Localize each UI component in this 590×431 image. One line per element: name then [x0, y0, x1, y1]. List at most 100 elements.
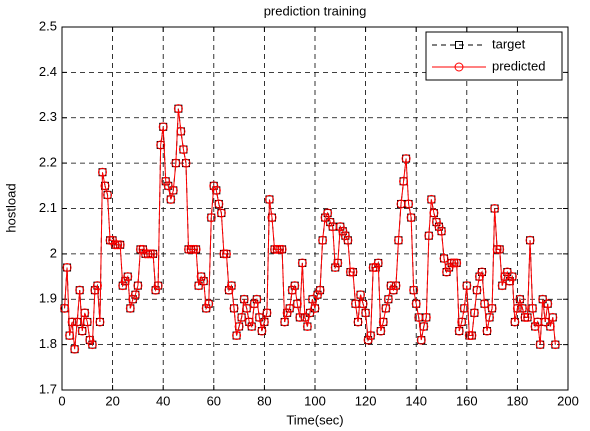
data-point [148, 249, 158, 259]
data-point [247, 321, 257, 331]
data-point [399, 176, 409, 186]
data-point [485, 312, 495, 322]
data-point [302, 321, 312, 331]
data-point [262, 308, 272, 318]
data-point [87, 340, 97, 350]
x-tick-label: 200 [557, 393, 579, 408]
data-point [204, 299, 214, 309]
data-point [543, 299, 553, 309]
data-point [490, 204, 500, 213]
data-point [517, 303, 527, 313]
data-point [163, 181, 173, 191]
data-point [90, 285, 100, 295]
data-point [171, 158, 181, 168]
data-point [307, 294, 317, 304]
data-point [545, 321, 555, 331]
data-point [421, 312, 431, 322]
data-point [462, 281, 472, 291]
data-point [401, 154, 411, 164]
data-point [67, 317, 77, 327]
x-tick-label: 60 [207, 393, 221, 408]
y-axis-label: hostload [3, 183, 18, 232]
data-point [353, 317, 363, 327]
x-tick-label: 0 [58, 393, 65, 408]
data-point [153, 281, 163, 291]
data-point [325, 217, 335, 227]
data-point [178, 145, 188, 155]
data-point [173, 104, 183, 114]
data-point [259, 317, 269, 327]
data-point [487, 303, 497, 313]
data-point [525, 235, 535, 245]
data-point [130, 290, 140, 300]
data-point [497, 281, 507, 291]
data-point [194, 281, 204, 291]
data-point [381, 303, 391, 313]
data-point [548, 312, 558, 322]
data-point [100, 181, 110, 191]
data-point [97, 167, 107, 177]
data-point [267, 213, 277, 223]
data-point [70, 344, 80, 354]
data-point [72, 317, 82, 327]
data-point [158, 122, 168, 132]
data-point [368, 262, 378, 272]
data-point [206, 213, 216, 223]
data-point [530, 321, 540, 331]
data-point [540, 317, 550, 327]
data-point [292, 299, 302, 309]
data-point [62, 262, 72, 272]
data-point [272, 244, 282, 254]
data-point [82, 317, 92, 327]
x-tick-label: 120 [355, 393, 377, 408]
data-point [110, 240, 120, 250]
data-point [156, 140, 166, 150]
data-point [330, 262, 340, 272]
data-point [221, 249, 231, 259]
data-point [138, 244, 148, 254]
data-point [60, 303, 70, 313]
y-tick-label: 2.4 [39, 64, 57, 79]
data-point [469, 308, 479, 318]
data-point [429, 208, 439, 218]
data-point [492, 244, 502, 254]
data-point [345, 267, 355, 277]
data-point [393, 235, 403, 245]
data-point [85, 335, 95, 345]
data-point [520, 312, 530, 322]
data-point [366, 331, 376, 341]
data-point [523, 312, 533, 322]
data-point [128, 294, 138, 304]
data-point [80, 308, 90, 318]
data-point [196, 272, 206, 282]
data-point [275, 244, 285, 254]
data-point [333, 258, 343, 268]
data-point [482, 326, 492, 336]
data-point [135, 244, 145, 254]
data-point [118, 281, 128, 291]
data-point [219, 249, 229, 259]
data-point [480, 299, 490, 309]
data-point [95, 317, 105, 327]
data-point [77, 326, 87, 336]
data-point [285, 303, 295, 313]
data-point [378, 317, 388, 327]
data-point [495, 244, 505, 254]
legend-marker [454, 62, 464, 72]
data-point [315, 285, 325, 295]
data-point [234, 321, 244, 331]
data-point [371, 262, 381, 272]
data-point [290, 281, 300, 291]
y-tick-label: 2.1 [39, 200, 57, 215]
data-point [151, 285, 161, 295]
data-point [201, 303, 211, 313]
data-point [459, 303, 469, 313]
data-point [338, 226, 348, 236]
data-point [535, 340, 545, 350]
x-tick-label: 160 [456, 393, 478, 408]
data-point [356, 290, 366, 300]
data-point [176, 126, 186, 136]
y-tick-label: 2.2 [39, 155, 57, 170]
data-point [391, 281, 401, 291]
